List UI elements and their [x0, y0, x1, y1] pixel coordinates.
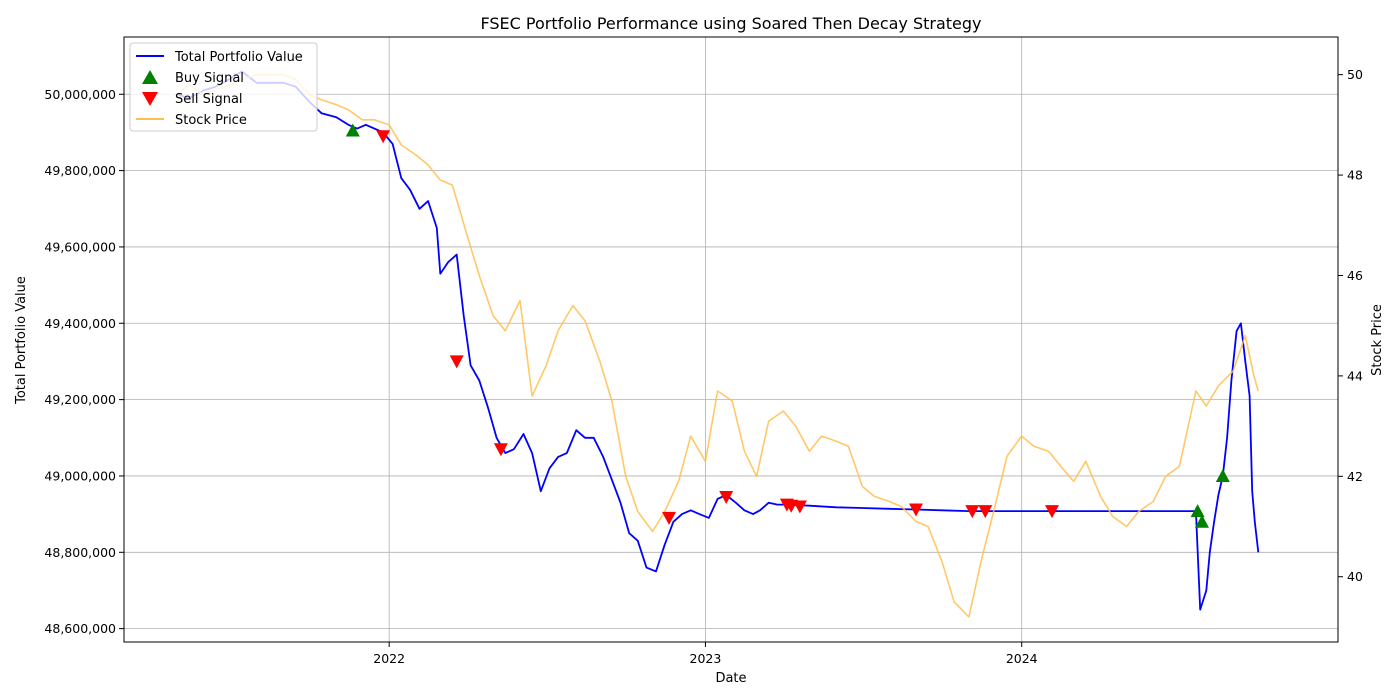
- buy-signal-marker: [1190, 504, 1205, 518]
- y-left-axis-ticks: 48,600,000 48,800,000 49,000,000 49,200,000…: [44, 87, 124, 636]
- y-right-tick-label: 50: [1347, 67, 1363, 82]
- y-left-tick-label: 49,600,000: [44, 239, 116, 254]
- sell-signal-marker: [719, 491, 734, 504]
- legend-label-buy: Buy Signal: [175, 71, 244, 86]
- x-axis-title: Date: [715, 671, 746, 686]
- y-left-tick-label: 49,400,000: [44, 316, 116, 331]
- buy-signal-marker: [1195, 514, 1209, 528]
- y-right-tick-label: 44: [1347, 368, 1363, 383]
- sell-signal-marker: [978, 505, 993, 519]
- signal-layer: [345, 123, 1230, 528]
- sell-signal-marker: [449, 355, 464, 369]
- x-tick-label: 2023: [690, 651, 722, 666]
- sell-signal-marker: [493, 443, 508, 457]
- y-left-tick-label: 49,200,000: [44, 392, 116, 407]
- y-left-tick-label: 50,000,000: [44, 87, 116, 102]
- y-left-tick-label: 48,600,000: [44, 621, 116, 636]
- series-line-1: [176, 73, 1260, 618]
- x-tick-label: 2024: [1006, 651, 1038, 666]
- series-layer: [176, 70, 1260, 618]
- legend: Total Portfolio Value Buy Signal Sell Si…: [129, 42, 318, 132]
- grid: [124, 37, 1338, 642]
- chart-title: FSEC Portfolio Performance using Soared …: [480, 14, 981, 33]
- legend-label-sell: Sell Signal: [175, 92, 243, 107]
- buy-signal-marker: [345, 123, 360, 137]
- sell-signal-marker: [1045, 505, 1059, 519]
- legend-box: [129, 42, 318, 132]
- sell-signal-marker: [792, 500, 807, 514]
- sell-signal-marker: [376, 130, 391, 144]
- y-right-axis-title: Stock Price: [1370, 304, 1385, 376]
- y-right-axis-ticks: 40 42 44 46 48 50: [1338, 67, 1363, 584]
- y-right-tick-label: 46: [1347, 268, 1363, 283]
- y-left-tick-label: 48,800,000: [44, 545, 116, 560]
- x-tick-label: 2022: [373, 651, 405, 666]
- legend-swatch-sell: [142, 92, 158, 106]
- buy-signal-marker: [1215, 469, 1230, 482]
- plot-frame: [123, 36, 1339, 643]
- series-line-0: [176, 70, 1260, 611]
- legend-label-stock: Stock Price: [175, 113, 247, 128]
- y-right-tick-label: 40: [1347, 569, 1363, 584]
- sell-signal-marker: [965, 505, 980, 519]
- sell-signal-marker: [909, 503, 923, 517]
- y-right-tick-label: 48: [1347, 168, 1363, 183]
- legend-label-portfolio: Total Portfolio Value: [174, 50, 303, 65]
- sell-signal-marker: [662, 511, 676, 525]
- x-axis-ticks: 2022 2023 2024: [373, 642, 1038, 666]
- y-right-tick-label: 42: [1347, 469, 1363, 484]
- y-left-tick-label: 49,800,000: [44, 163, 116, 178]
- y-left-tick-label: 49,000,000: [44, 468, 116, 483]
- y-left-axis-title: Total Portfolio Value: [14, 276, 29, 405]
- legend-swatch-buy: [142, 70, 158, 84]
